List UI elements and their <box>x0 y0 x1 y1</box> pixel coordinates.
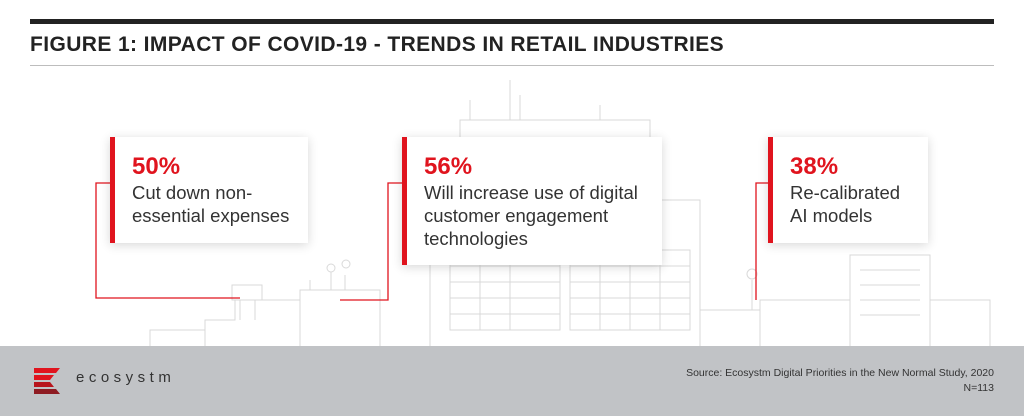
ecosystm-logo-icon <box>34 368 60 394</box>
stat-description: Re-calibrated AI models <box>790 181 900 227</box>
brand-name: ecosystm <box>76 369 176 386</box>
source-note: Source: Ecosystm Digital Priorities in t… <box>686 366 994 396</box>
stat-description-line: technologies <box>424 228 528 249</box>
stat-value: 56% <box>424 153 473 180</box>
stat-description-line: AI models <box>790 205 873 226</box>
card-accent-bar <box>402 137 407 265</box>
title-divider <box>30 65 994 66</box>
stat-value: 50% <box>132 153 181 180</box>
stat-description-line: Will increase use of digital <box>424 182 638 203</box>
stat-card-1: 50% Cut down non- essential expenses <box>110 137 308 243</box>
card-accent-bar <box>110 137 115 243</box>
stat-card-3: 38% Re-calibrated AI models <box>768 137 928 243</box>
source-text: Source: Ecosystm Digital Priorities in t… <box>686 367 994 379</box>
stat-description: Will increase use of digital customer en… <box>424 181 638 250</box>
stat-card-2: 56% Will increase use of digital custome… <box>402 137 662 265</box>
stat-description-line: Cut down non- <box>132 182 253 203</box>
stat-value: 38% <box>790 153 839 180</box>
footer-bar: ecosystm Source: Ecosystm Digital Priori… <box>0 346 1024 416</box>
stat-description-line: customer engagement <box>424 205 609 226</box>
stat-description-line: essential expenses <box>132 205 290 226</box>
stat-description-line: Re-calibrated <box>790 182 901 203</box>
card-accent-bar <box>768 137 773 243</box>
figure-title: FIGURE 1: IMPACT OF COVID-19 - TRENDS IN… <box>30 33 725 56</box>
stat-description: Cut down non- essential expenses <box>132 181 289 227</box>
top-rule <box>30 19 994 24</box>
sample-size: N=113 <box>963 382 994 394</box>
